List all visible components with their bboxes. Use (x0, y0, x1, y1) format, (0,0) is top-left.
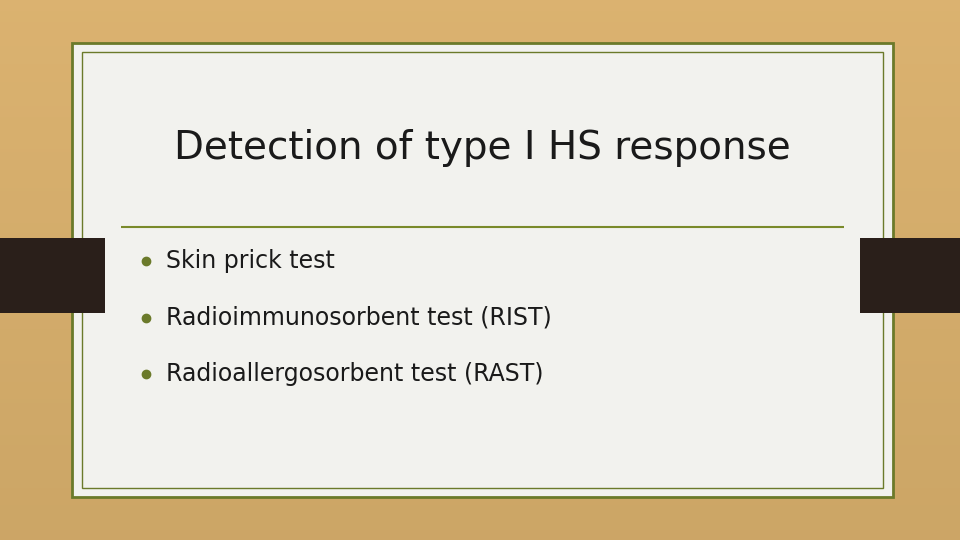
Bar (0, 238, 105, 313)
Bar (860, 238, 960, 313)
Text: Radioimmunosorbent test (RIST): Radioimmunosorbent test (RIST) (166, 306, 552, 329)
Text: Skin prick test: Skin prick test (166, 249, 335, 273)
FancyBboxPatch shape (72, 43, 893, 497)
Bar (72, 43, 893, 497)
Bar (82, 52, 883, 488)
Text: Detection of type I HS response: Detection of type I HS response (174, 129, 791, 166)
Text: Radioallergosorbent test (RAST): Radioallergosorbent test (RAST) (166, 362, 544, 386)
